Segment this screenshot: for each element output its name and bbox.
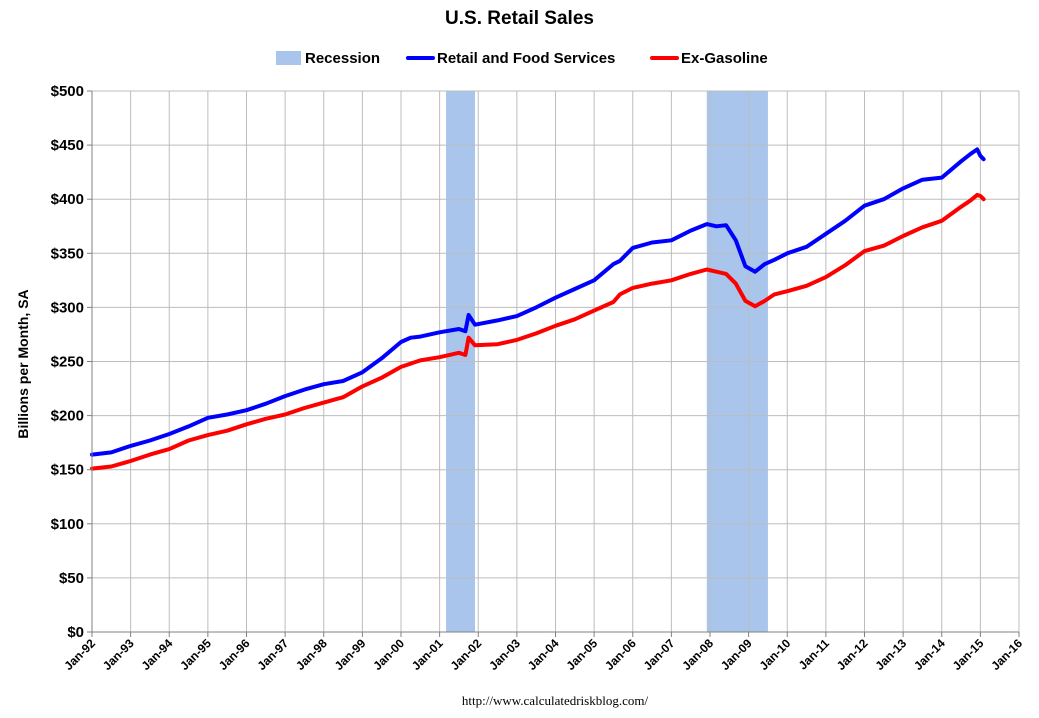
series-lines	[90, 147, 986, 471]
y-tick-label: $0	[67, 624, 84, 641]
y-tick-label: $200	[51, 408, 84, 425]
legend-label: Recession	[305, 50, 380, 67]
legend-label: Ex-Gasoline	[681, 50, 768, 67]
y-tick-labels: $0 $50 $100 $150 $200 $250 $300 $350 $400 $450 $50…	[51, 83, 84, 641]
y-tick-label: $50	[59, 570, 84, 587]
y-tick-label: $500	[51, 83, 84, 100]
source-url: http://www.calculatedriskblog.com/	[462, 693, 649, 708]
axes	[87, 90, 1020, 637]
legend-label: Retail and Food Services	[437, 50, 615, 67]
legend: Recession Retail and Food Services Ex-Gaso…	[276, 50, 768, 67]
y-tick-label: $300	[51, 299, 84, 316]
y-tick-label: $400	[51, 191, 84, 208]
y-tick-label: $250	[51, 354, 84, 371]
gridlines	[92, 90, 1020, 632]
series-line-retail-and-food-services	[90, 147, 986, 457]
y-tick-label: $150	[51, 462, 84, 479]
chart-title: U.S. Retail Sales	[445, 8, 594, 29]
legend-swatch-recession	[276, 51, 301, 65]
y-tick-label: $450	[51, 137, 84, 154]
y-axis-label: Billions per Month, SA	[15, 289, 31, 438]
y-tick-label: $100	[51, 516, 84, 533]
y-tick-label: $350	[51, 245, 84, 262]
series-line-ex-gasoline	[90, 192, 986, 471]
